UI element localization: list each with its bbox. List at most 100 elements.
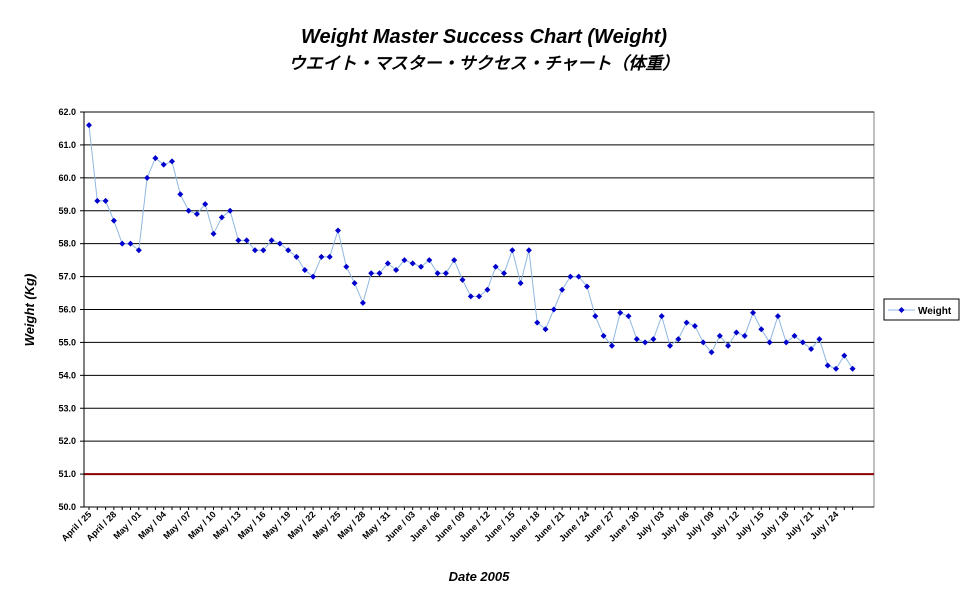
- data-point: [351, 280, 358, 287]
- data-point: [218, 214, 225, 221]
- data-point: [608, 342, 615, 349]
- data-point: [774, 313, 781, 320]
- data-point: [459, 276, 466, 283]
- data-point: [716, 332, 723, 339]
- data-point: [335, 227, 341, 234]
- data-point: [476, 293, 483, 300]
- y-tick-label: 56.0: [58, 305, 76, 315]
- data-point: [135, 247, 142, 254]
- legend-label-weight: Weight: [918, 306, 952, 317]
- data-point: [633, 336, 640, 343]
- data-point: [152, 155, 159, 162]
- data-point: [808, 346, 815, 352]
- y-tick-label: 61.0: [58, 140, 76, 150]
- data-point: [733, 329, 740, 336]
- data-point: [824, 362, 831, 369]
- data-point: [144, 174, 151, 181]
- data-point: [260, 247, 267, 254]
- data-point: [301, 267, 308, 273]
- data-point: [650, 336, 657, 343]
- data-point: [501, 270, 507, 277]
- data-point: [683, 319, 690, 326]
- data-point: [376, 270, 383, 277]
- y-tick-label: 53.0: [58, 403, 76, 413]
- data-point: [235, 237, 242, 244]
- y-tick-label: 60.0: [58, 173, 76, 183]
- data-point: [442, 270, 449, 277]
- data-point: [426, 257, 433, 264]
- data-point: [484, 286, 491, 293]
- data-point: [202, 201, 209, 208]
- data-point: [849, 365, 856, 372]
- data-point: [243, 237, 250, 244]
- data-point: [94, 197, 101, 204]
- series-points-weight: [86, 122, 856, 372]
- data-point: [384, 260, 391, 267]
- data-point: [534, 319, 541, 326]
- data-point: [418, 263, 424, 270]
- data-point: [127, 240, 134, 247]
- data-point: [467, 293, 474, 300]
- data-point: [559, 286, 566, 293]
- data-point: [160, 161, 167, 168]
- y-tick-label: 58.0: [58, 239, 76, 249]
- y-tick-label: 51.0: [58, 469, 76, 479]
- data-point: [393, 267, 400, 273]
- data-point: [691, 322, 698, 329]
- legend: Weight: [883, 298, 960, 321]
- data-point: [177, 191, 184, 198]
- data-point: [584, 283, 590, 290]
- data-point: [750, 309, 756, 316]
- y-axis-ticks: 50.0 51.0 52.0 53.0 54.0 55.0 56.0 57.0 58.0 59.0…: [58, 107, 84, 512]
- data-point: [600, 332, 607, 339]
- data-point: [542, 326, 549, 333]
- data-point: [368, 270, 375, 277]
- data-point: [758, 326, 765, 333]
- legend-marker: [898, 307, 905, 313]
- data-point: [102, 197, 109, 204]
- data-point: [252, 247, 258, 254]
- data-point: [227, 207, 234, 214]
- data-point: [816, 336, 823, 343]
- data-point: [343, 263, 350, 270]
- data-point: [675, 336, 682, 343]
- data-point: [658, 313, 665, 320]
- data-point: [285, 247, 292, 254]
- data-point: [185, 207, 192, 214]
- data-point: [700, 339, 707, 346]
- chart-title: Weight Master Success Chart (Weight): [301, 26, 667, 48]
- data-point: [169, 158, 175, 165]
- data-point: [509, 247, 516, 254]
- data-point: [409, 260, 416, 267]
- y-tick-label: 54.0: [58, 370, 76, 380]
- data-point: [625, 313, 632, 320]
- legend-box: [883, 298, 960, 321]
- data-point: [592, 313, 599, 320]
- data-point: [210, 230, 217, 237]
- data-point: [725, 342, 732, 349]
- data-point: [567, 273, 574, 280]
- data-point: [791, 332, 798, 339]
- data-point: [318, 253, 325, 260]
- data-point: [326, 253, 333, 260]
- y-tick-label: 62.0: [58, 107, 76, 117]
- data-point: [741, 332, 748, 339]
- data-point: [708, 349, 715, 356]
- y-axis-label: Weight (Kg): [22, 274, 37, 347]
- data-point: [642, 339, 649, 346]
- data-point: [401, 257, 408, 264]
- chart-subtitle: ウエイト・マスター・サクセス・チャート（体重）: [289, 54, 680, 74]
- data-point: [359, 299, 366, 306]
- data-point: [525, 247, 532, 254]
- data-point: [841, 352, 848, 359]
- data-point: [550, 306, 557, 313]
- data-point: [617, 309, 624, 316]
- data-point: [110, 217, 117, 224]
- data-point: [667, 342, 673, 349]
- data-point: [434, 270, 441, 277]
- data-point: [766, 339, 773, 346]
- data-point: [310, 273, 317, 280]
- data-point: [119, 240, 126, 247]
